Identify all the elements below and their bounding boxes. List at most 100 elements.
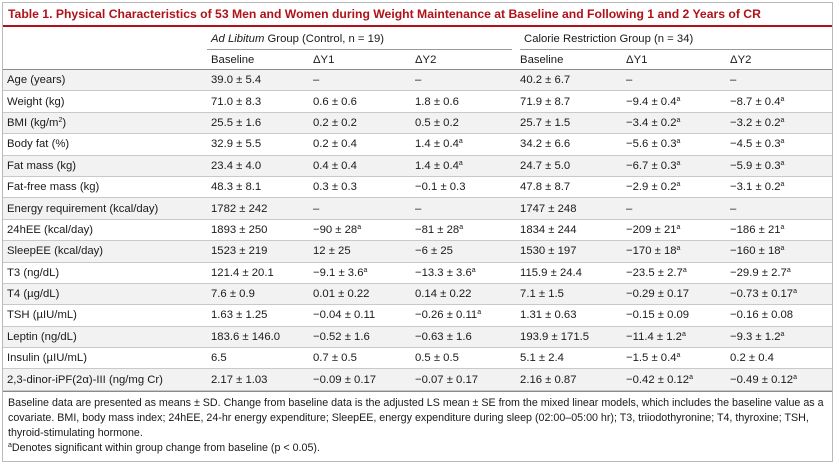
group-header-calorie-restriction: Calorie Restriction Group (n = 34) <box>516 27 832 50</box>
data-table: Ad Libitum Group (Control, n = 19) Calor… <box>3 27 832 391</box>
cell-value: −81 ± 28 <box>415 224 459 236</box>
cell-value: −90 ± 28 <box>313 224 357 236</box>
table-cell: −2.9 ± 0.2a <box>622 176 726 197</box>
group-header-empty <box>3 27 207 50</box>
cell-value: 12 ± 25 <box>313 245 351 257</box>
cell-value: – <box>730 203 736 215</box>
table-cell: −90 ± 28a <box>309 219 411 240</box>
table-cell: −186 ± 21a <box>726 219 832 240</box>
table-cell: 48.3 ± 8.1 <box>207 176 309 197</box>
cell-value: −0.15 ± 0.09 <box>626 309 689 321</box>
group-header-ad-libitum-italic: Ad Libitum <box>211 33 264 45</box>
cell-value: 32.9 ± 5.5 <box>211 138 261 150</box>
row-label: 24hEE (kcal/day) <box>3 219 207 240</box>
cell-value: 0.01 ± 0.22 <box>313 288 369 300</box>
table-cell: 71.0 ± 8.3 <box>207 91 309 112</box>
table-cell: 1.4 ± 0.4a <box>411 155 516 176</box>
column-header: ΔY2 <box>411 50 516 70</box>
cell-value: 1.31 ± 0.63 <box>520 309 576 321</box>
cell-value: 48.3 ± 8.1 <box>211 181 261 193</box>
table-cell: 1.63 ± 1.25 <box>207 305 309 326</box>
table-cell: −0.07 ± 0.17 <box>411 369 516 390</box>
cell-value: 6.5 <box>211 352 227 364</box>
cell-value: 1893 ± 250 <box>211 224 267 236</box>
cell-value: – <box>626 74 632 86</box>
table-row: Energy requirement (kcal/day) 1782 ± 242–… <box>3 198 832 219</box>
table-cell: 0.14 ± 0.22 <box>411 283 516 304</box>
row-label: Fat mass (kg) <box>3 155 207 176</box>
row-label: Leptin (ng/dL) <box>3 326 207 347</box>
cell-value: −6.7 ± 0.3 <box>626 160 676 172</box>
table-cell: −4.5 ± 0.3a <box>726 134 832 155</box>
table-cell: 1.8 ± 0.6 <box>411 91 516 112</box>
cell-value: 0.7 ± 0.5 <box>313 352 357 364</box>
table-cell: −0.26 ± 0.11a <box>411 305 516 326</box>
cell-value: – <box>313 74 319 86</box>
significance-marker: a <box>459 160 463 167</box>
table-cell: 0.6 ± 0.6 <box>309 91 411 112</box>
significance-marker: a <box>793 374 797 381</box>
cell-value: 40.2 ± 6.7 <box>520 74 570 86</box>
significance-marker: a <box>472 267 476 274</box>
row-label: Body fat (%) <box>3 134 207 155</box>
group-header-ad-libitum-rest: Group (Control, n = 19) <box>264 33 384 45</box>
table-cell: −0.29 ± 0.17 <box>622 283 726 304</box>
significance-marker: a <box>781 181 785 188</box>
cell-value: 121.4 ± 20.1 <box>211 267 274 279</box>
table-cell: −5.9 ± 0.3a <box>726 155 832 176</box>
table-row: 24hEE (kcal/day) 1893 ± 250 −90 ± 28a −81 ±… <box>3 219 832 240</box>
column-header: ΔY1 <box>622 50 726 70</box>
table-row: Body fat (%) 32.9 ± 5.5 0.2 ± 0.4 1.4 ± 0.4… <box>3 134 832 155</box>
cell-value: – <box>415 74 421 86</box>
cell-value: −11.4 ± 1.2 <box>626 331 682 343</box>
cell-value: −5.6 ± 0.3 <box>626 138 676 150</box>
table-cell: −6.7 ± 0.3a <box>622 155 726 176</box>
table-cell: – <box>309 198 411 219</box>
significance-marker: a <box>787 267 791 274</box>
cell-value: −0.1 ± 0.3 <box>415 181 465 193</box>
table-cell: 7.6 ± 0.9 <box>207 283 309 304</box>
cell-value: 1.4 ± 0.4 <box>415 160 459 172</box>
row-label-tail: ) <box>62 117 66 129</box>
row-label: T3 (ng/dL) <box>3 262 207 283</box>
table-cell: −170 ± 18a <box>622 241 726 262</box>
cell-value: 23.4 ± 4.0 <box>211 160 261 172</box>
table-row: T4 (µg/dL) 7.6 ± 0.9 0.01 ± 0.22 0.14 ± 0.2… <box>3 283 832 304</box>
cell-value: −4.5 ± 0.3 <box>730 138 780 150</box>
group-header-row: Ad Libitum Group (Control, n = 19) Calor… <box>3 27 832 50</box>
cell-value: 0.5 ± 0.2 <box>415 117 459 129</box>
cell-value: 1.8 ± 0.6 <box>415 96 459 108</box>
cell-value: −13.3 ± 3.6 <box>415 267 472 279</box>
table-cell: 1782 ± 242 <box>207 198 309 219</box>
table-cell: −0.16 ± 0.08 <box>726 305 832 326</box>
group-header-ad-libitum: Ad Libitum Group (Control, n = 19) <box>207 27 516 50</box>
cell-value: −0.63 ± 1.6 <box>415 331 472 343</box>
cell-value: 0.2 ± 0.4 <box>313 138 357 150</box>
cell-value: 24.7 ± 5.0 <box>520 160 570 172</box>
cell-value: −2.9 ± 0.2 <box>626 181 676 193</box>
column-header: Baseline <box>207 50 309 70</box>
table-row: Weight (kg) 71.0 ± 8.3 0.6 ± 0.6 1.8 ± 0.6 7… <box>3 91 832 112</box>
table-cell: −3.4 ± 0.2a <box>622 112 726 133</box>
significance-marker: a <box>677 117 681 124</box>
cell-value: −0.73 ± 0.17 <box>730 288 793 300</box>
cell-value: 1523 ± 219 <box>211 245 267 257</box>
significance-marker: a <box>689 374 693 381</box>
cell-value: −9.1 ± 3.6 <box>313 267 363 279</box>
table-cell: −8.7 ± 0.4a <box>726 91 832 112</box>
table-cell: −0.09 ± 0.17 <box>309 369 411 390</box>
cell-value: −29.9 ± 2.7 <box>730 267 787 279</box>
table-cell: 7.1 ± 1.5 <box>516 283 622 304</box>
table-cell: 23.4 ± 4.0 <box>207 155 309 176</box>
cell-value: 0.5 ± 0.5 <box>415 352 459 364</box>
cell-value: −0.07 ± 0.17 <box>415 374 478 386</box>
table-cell: −0.04 ± 0.11 <box>309 305 411 326</box>
row-label: BMI (kg/m2) <box>3 112 207 133</box>
table-cell: 6.5 <box>207 348 309 369</box>
table-row: Fat mass (kg) 23.4 ± 4.0 0.4 ± 0.4 1.4 ± 0.… <box>3 155 832 176</box>
table-cell: −209 ± 21a <box>622 219 726 240</box>
table-cell: 0.5 ± 0.5 <box>411 348 516 369</box>
significance-marker: a <box>781 245 785 252</box>
cell-value: 0.6 ± 0.6 <box>313 96 357 108</box>
table-cell: 5.1 ± 2.4 <box>516 348 622 369</box>
